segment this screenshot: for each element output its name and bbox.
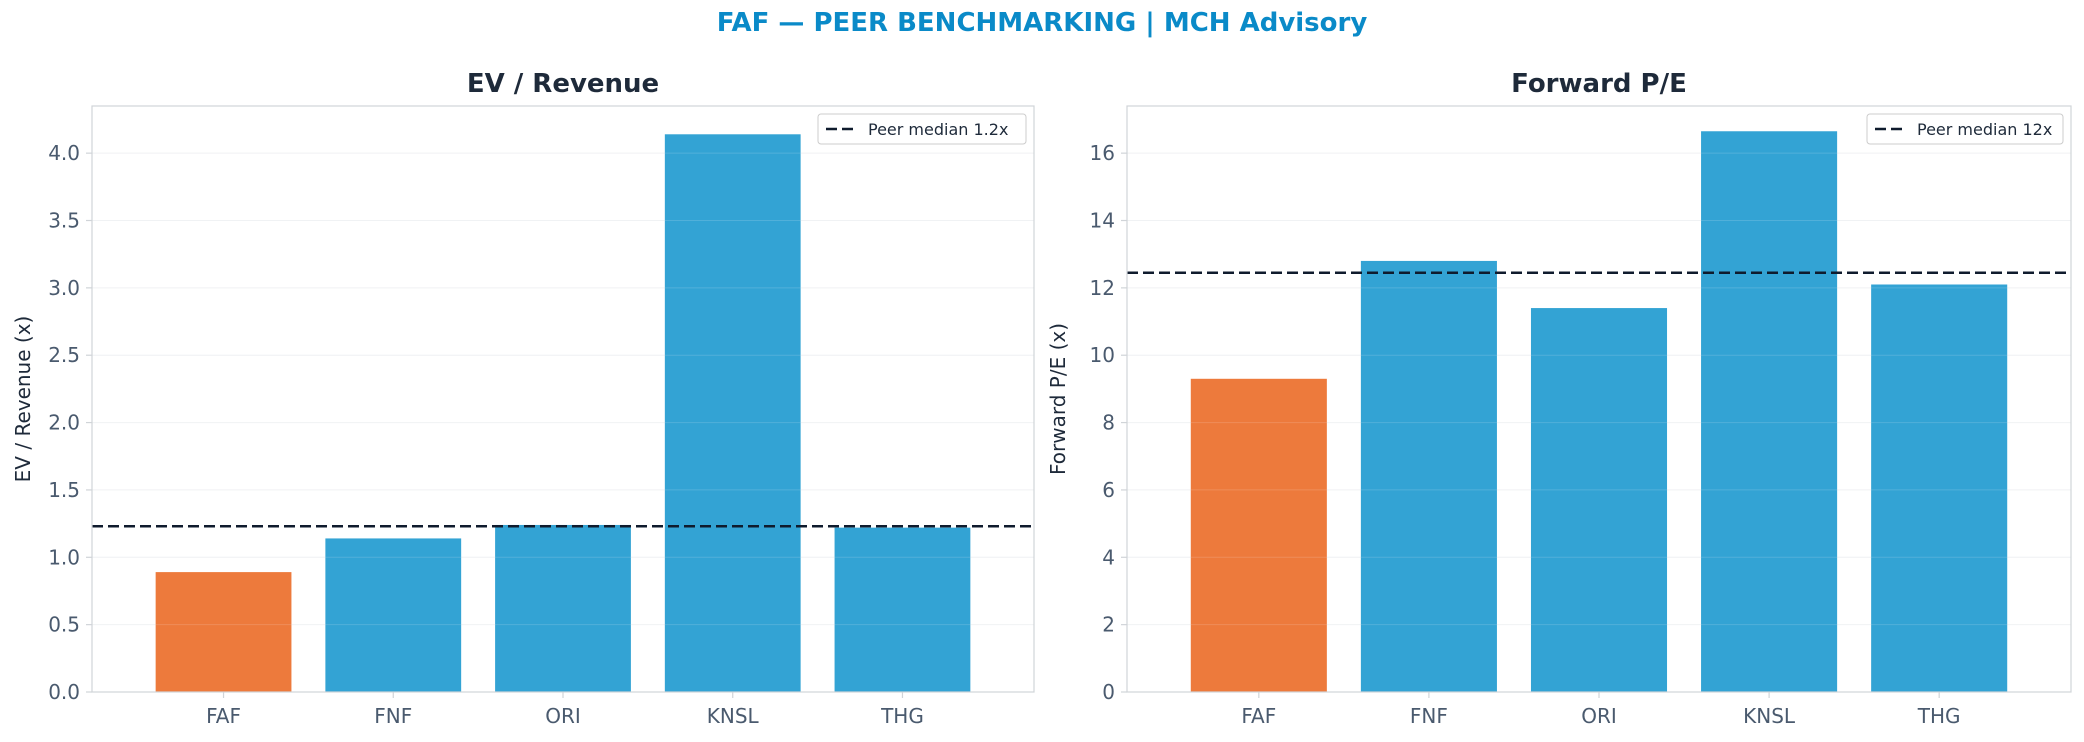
y-tick-label: 0 <box>1102 680 1115 704</box>
y-tick-label: 14 <box>1090 209 1115 233</box>
y-tick-label: 0.5 <box>48 613 80 637</box>
y-axis-label: EV / Revenue (x) <box>11 316 35 483</box>
x-tick-label-knsl: KNSL <box>1743 704 1796 728</box>
y-tick-label: 12 <box>1090 276 1115 300</box>
y-tick-label: 4 <box>1102 545 1115 569</box>
chart-title: Forward P/E <box>1511 69 1687 99</box>
y-tick-label: 10 <box>1090 343 1115 367</box>
legend-box <box>817 113 1027 145</box>
y-tick-label: 2.0 <box>48 411 80 435</box>
y-tick-label: 3.0 <box>48 276 80 300</box>
x-tick-label-ori: ORI <box>545 704 581 728</box>
chart-title: EV / Revenue <box>467 69 659 99</box>
bar-knsl <box>1701 131 1838 693</box>
y-tick-label: 3.5 <box>48 209 80 233</box>
y-tick-label: 16 <box>1090 141 1115 165</box>
x-tick-label-fnf: FNF <box>1410 704 1448 728</box>
chart-panel-2: 0 2 4 6 8 10 12 14 16 FAF FNF ORI KNSL THG Forward P/E… <box>1046 69 2072 728</box>
y-tick-label: 8 <box>1102 411 1115 435</box>
bar-ori <box>495 524 631 692</box>
x-tick-label-knsl: KNSL <box>707 704 760 728</box>
x-tick-label-fnf: FNF <box>374 704 412 728</box>
legend-label: Peer median 1.2x <box>868 120 1008 139</box>
figure-title: FAF — PEER BENCHMARKING | MCH Advisory <box>716 8 1368 38</box>
y-tick-label: 4.0 <box>48 141 80 165</box>
bar-thg <box>834 527 971 692</box>
y-tick-label: 0.0 <box>48 680 80 704</box>
bar-faf <box>1190 378 1327 692</box>
y-tick-label: 1.5 <box>48 478 80 502</box>
x-tick-label-thg: THG <box>880 704 924 728</box>
bar-fnf <box>1360 260 1497 692</box>
bar-fnf <box>325 538 462 692</box>
y-tick-label: 6 <box>1102 478 1115 502</box>
chart-panel-1: 0.0 0.5 1.0 1.5 2.0 2.5 3.0 3.5 4.0 FAF FNF ORI KNSL… <box>11 69 1035 728</box>
y-tick-label: 1.0 <box>48 545 80 569</box>
bar-ori <box>1530 308 1668 692</box>
x-tick-label-faf: FAF <box>1241 704 1276 728</box>
bar-knsl <box>664 134 801 692</box>
x-tick-label-faf: FAF <box>206 704 241 728</box>
legend-box <box>1866 113 2064 145</box>
y-axis-label: Forward P/E (x) <box>1046 323 1070 475</box>
bar-thg <box>1871 284 2008 692</box>
y-tick-label: 2 <box>1102 613 1115 637</box>
x-tick-label-ori: ORI <box>1581 704 1617 728</box>
bar-faf <box>155 572 292 692</box>
legend-label: Peer median 12x <box>1917 120 2052 139</box>
x-tick-label-thg: THG <box>1917 704 1961 728</box>
y-tick-label: 2.5 <box>48 343 80 367</box>
